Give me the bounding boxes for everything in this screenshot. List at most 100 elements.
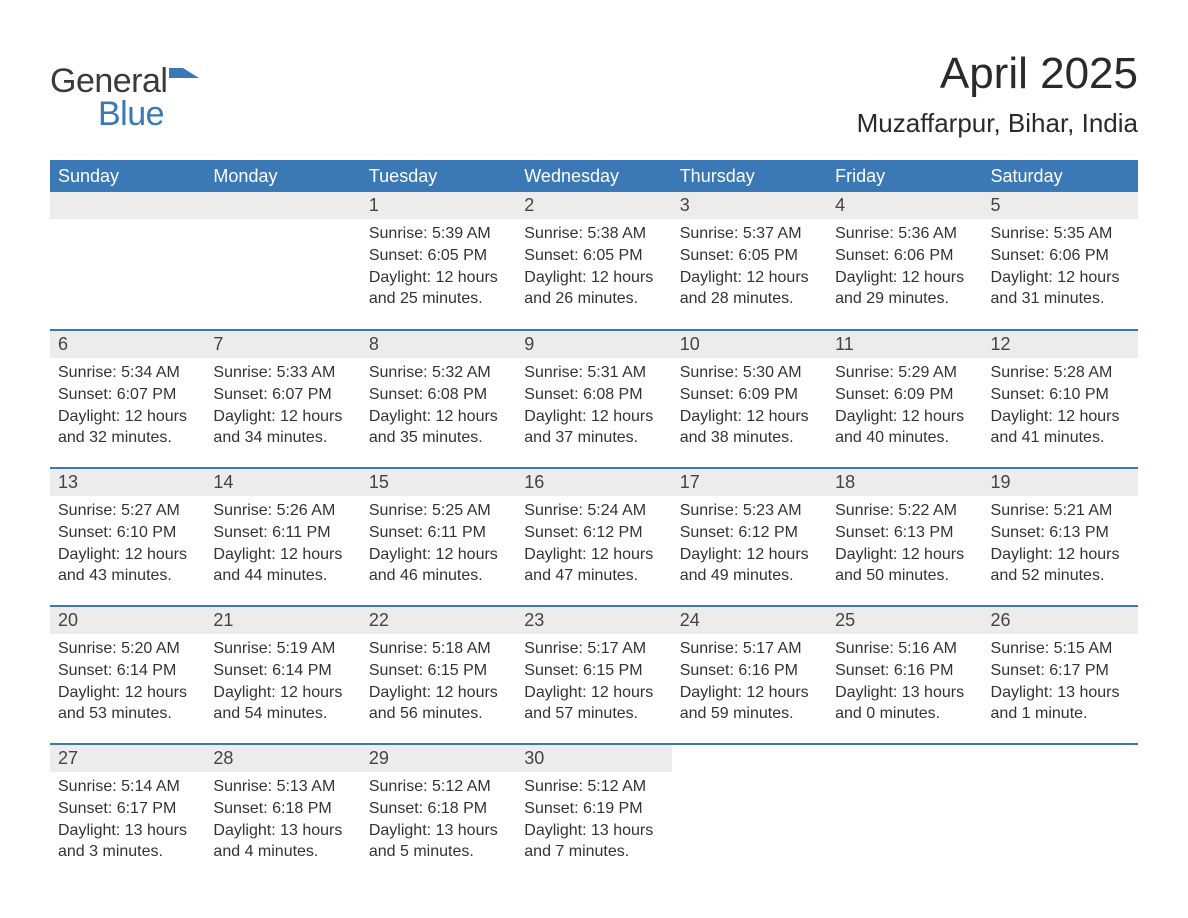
sunrise-text: Sunrise: 5:25 AM — [369, 500, 508, 522]
sunset-text: Sunset: 6:11 PM — [213, 522, 352, 544]
daylight-text: Daylight: 12 hours and 26 minutes. — [524, 267, 663, 310]
brand-logo: General Blue — [50, 62, 199, 140]
day-cell: 18Sunrise: 5:22 AMSunset: 6:13 PMDayligh… — [827, 468, 982, 606]
sunset-text: Sunset: 6:17 PM — [58, 798, 197, 820]
day-details: Sunrise: 5:27 AMSunset: 6:10 PMDaylight:… — [50, 496, 205, 592]
day-number: 30 — [516, 745, 671, 772]
day-number: 22 — [361, 607, 516, 634]
sunrise-text: Sunrise: 5:35 AM — [991, 223, 1130, 245]
daylight-text: Daylight: 12 hours and 47 minutes. — [524, 544, 663, 587]
day-details: Sunrise: 5:20 AMSunset: 6:14 PMDaylight:… — [50, 634, 205, 730]
sunrise-text: Sunrise: 5:32 AM — [369, 362, 508, 384]
sunset-text: Sunset: 6:10 PM — [58, 522, 197, 544]
daylight-text: Daylight: 12 hours and 46 minutes. — [369, 544, 508, 587]
day-number: 12 — [983, 331, 1138, 358]
day-cell: 1Sunrise: 5:39 AMSunset: 6:05 PMDaylight… — [361, 192, 516, 330]
day-cell: 26Sunrise: 5:15 AMSunset: 6:17 PMDayligh… — [983, 606, 1138, 744]
day-details: Sunrise: 5:35 AMSunset: 6:06 PMDaylight:… — [983, 219, 1138, 315]
daylight-text: Daylight: 12 hours and 52 minutes. — [991, 544, 1130, 587]
day-cell: 8Sunrise: 5:32 AMSunset: 6:08 PMDaylight… — [361, 330, 516, 468]
daylight-text: Daylight: 12 hours and 29 minutes. — [835, 267, 974, 310]
daylight-text: Daylight: 12 hours and 54 minutes. — [213, 682, 352, 725]
daylight-text: Daylight: 12 hours and 49 minutes. — [680, 544, 819, 587]
day-number: 7 — [205, 331, 360, 358]
day-details: Sunrise: 5:34 AMSunset: 6:07 PMDaylight:… — [50, 358, 205, 454]
sunset-text: Sunset: 6:08 PM — [369, 384, 508, 406]
daylight-text: Daylight: 12 hours and 32 minutes. — [58, 406, 197, 449]
calendar-table: Sunday Monday Tuesday Wednesday Thursday… — [50, 160, 1138, 882]
sunset-text: Sunset: 6:17 PM — [991, 660, 1130, 682]
day-number: 3 — [672, 192, 827, 219]
sunrise-text: Sunrise: 5:37 AM — [680, 223, 819, 245]
day-number: 2 — [516, 192, 671, 219]
day-number: 28 — [205, 745, 360, 772]
col-tuesday: Tuesday — [361, 160, 516, 192]
sunrise-text: Sunrise: 5:26 AM — [213, 500, 352, 522]
day-number — [50, 192, 205, 219]
sunset-text: Sunset: 6:07 PM — [58, 384, 197, 406]
daylight-text: Daylight: 12 hours and 25 minutes. — [369, 267, 508, 310]
daylight-text: Daylight: 12 hours and 59 minutes. — [680, 682, 819, 725]
daylight-text: Daylight: 12 hours and 28 minutes. — [680, 267, 819, 310]
day-details: Sunrise: 5:30 AMSunset: 6:09 PMDaylight:… — [672, 358, 827, 454]
daylight-text: Daylight: 13 hours and 4 minutes. — [213, 820, 352, 863]
day-cell: 20Sunrise: 5:20 AMSunset: 6:14 PMDayligh… — [50, 606, 205, 744]
sunrise-text: Sunrise: 5:21 AM — [991, 500, 1130, 522]
day-details: Sunrise: 5:37 AMSunset: 6:05 PMDaylight:… — [672, 219, 827, 315]
sunset-text: Sunset: 6:06 PM — [991, 245, 1130, 267]
day-number: 20 — [50, 607, 205, 634]
daylight-text: Daylight: 12 hours and 53 minutes. — [58, 682, 197, 725]
day-details: Sunrise: 5:19 AMSunset: 6:14 PMDaylight:… — [205, 634, 360, 730]
sunrise-text: Sunrise: 5:13 AM — [213, 776, 352, 798]
day-cell: 10Sunrise: 5:30 AMSunset: 6:09 PMDayligh… — [672, 330, 827, 468]
sunrise-text: Sunrise: 5:18 AM — [369, 638, 508, 660]
sunrise-text: Sunrise: 5:39 AM — [369, 223, 508, 245]
day-details: Sunrise: 5:36 AMSunset: 6:06 PMDaylight:… — [827, 219, 982, 315]
sunrise-text: Sunrise: 5:17 AM — [524, 638, 663, 660]
day-number: 23 — [516, 607, 671, 634]
col-sunday: Sunday — [50, 160, 205, 192]
sunset-text: Sunset: 6:09 PM — [680, 384, 819, 406]
day-number: 11 — [827, 331, 982, 358]
sunrise-text: Sunrise: 5:16 AM — [835, 638, 974, 660]
day-cell: 4Sunrise: 5:36 AMSunset: 6:06 PMDaylight… — [827, 192, 982, 330]
day-number: 16 — [516, 469, 671, 496]
sunset-text: Sunset: 6:06 PM — [835, 245, 974, 267]
sunset-text: Sunset: 6:14 PM — [213, 660, 352, 682]
sunrise-text: Sunrise: 5:33 AM — [213, 362, 352, 384]
daylight-text: Daylight: 12 hours and 31 minutes. — [991, 267, 1130, 310]
sunrise-text: Sunrise: 5:12 AM — [524, 776, 663, 798]
calendar-header-row: Sunday Monday Tuesday Wednesday Thursday… — [50, 160, 1138, 192]
week-row: 20Sunrise: 5:20 AMSunset: 6:14 PMDayligh… — [50, 606, 1138, 744]
day-details: Sunrise: 5:18 AMSunset: 6:15 PMDaylight:… — [361, 634, 516, 730]
day-details: Sunrise: 5:17 AMSunset: 6:15 PMDaylight:… — [516, 634, 671, 730]
day-details: Sunrise: 5:14 AMSunset: 6:17 PMDaylight:… — [50, 772, 205, 868]
sunset-text: Sunset: 6:14 PM — [58, 660, 197, 682]
sunset-text: Sunset: 6:09 PM — [835, 384, 974, 406]
week-row: 27Sunrise: 5:14 AMSunset: 6:17 PMDayligh… — [50, 744, 1138, 882]
day-number: 5 — [983, 192, 1138, 219]
sunrise-text: Sunrise: 5:12 AM — [369, 776, 508, 798]
day-number: 9 — [516, 331, 671, 358]
daylight-text: Daylight: 12 hours and 44 minutes. — [213, 544, 352, 587]
day-number: 19 — [983, 469, 1138, 496]
title-block: April 2025 Muzaffarpur, Bihar, India — [857, 50, 1138, 139]
day-number: 21 — [205, 607, 360, 634]
day-cell: 11Sunrise: 5:29 AMSunset: 6:09 PMDayligh… — [827, 330, 982, 468]
day-details: Sunrise: 5:12 AMSunset: 6:18 PMDaylight:… — [361, 772, 516, 868]
calendar-body: 1Sunrise: 5:39 AMSunset: 6:05 PMDaylight… — [50, 192, 1138, 882]
sunrise-text: Sunrise: 5:34 AM — [58, 362, 197, 384]
sunset-text: Sunset: 6:13 PM — [991, 522, 1130, 544]
col-thursday: Thursday — [672, 160, 827, 192]
day-cell: 15Sunrise: 5:25 AMSunset: 6:11 PMDayligh… — [361, 468, 516, 606]
day-cell — [983, 744, 1138, 882]
day-details: Sunrise: 5:21 AMSunset: 6:13 PMDaylight:… — [983, 496, 1138, 592]
day-cell: 23Sunrise: 5:17 AMSunset: 6:15 PMDayligh… — [516, 606, 671, 744]
day-number: 24 — [672, 607, 827, 634]
sunset-text: Sunset: 6:05 PM — [369, 245, 508, 267]
day-cell: 13Sunrise: 5:27 AMSunset: 6:10 PMDayligh… — [50, 468, 205, 606]
daylight-text: Daylight: 12 hours and 35 minutes. — [369, 406, 508, 449]
sunset-text: Sunset: 6:12 PM — [524, 522, 663, 544]
daylight-text: Daylight: 12 hours and 34 minutes. — [213, 406, 352, 449]
sunset-text: Sunset: 6:12 PM — [680, 522, 819, 544]
